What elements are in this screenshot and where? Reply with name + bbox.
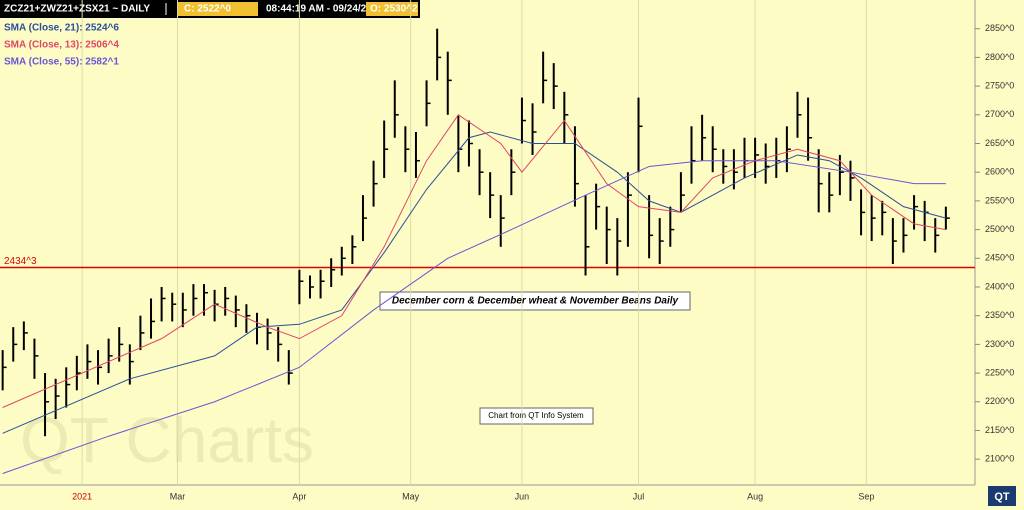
y-tick-label: 2700^0 bbox=[985, 109, 1014, 119]
sma-line bbox=[2, 114, 946, 408]
watermark: QT Charts bbox=[20, 404, 314, 476]
header-box bbox=[178, 2, 258, 16]
y-tick-label: 2250^0 bbox=[985, 367, 1014, 377]
x-tick-label: Sep bbox=[858, 491, 874, 501]
header-time: 08:44:19 AM - 09/24/21 bbox=[266, 4, 372, 15]
y-tick-label: 2400^0 bbox=[985, 281, 1014, 291]
legend-entry: SMA (Close, 55): 2582^1 bbox=[4, 57, 119, 68]
x-tick-label: Aug bbox=[747, 491, 763, 501]
x-tick-label: Jun bbox=[515, 491, 530, 501]
sma-line bbox=[2, 160, 946, 474]
y-tick-label: 2500^0 bbox=[985, 224, 1014, 234]
annotation: December corn & December wheat & Novembe… bbox=[392, 296, 679, 307]
y-tick-label: 2200^0 bbox=[985, 396, 1014, 406]
x-tick-label: Mar bbox=[170, 491, 186, 501]
header-title: ZCZ21+ZWZ21+ZSX21 ~ DAILY bbox=[4, 4, 150, 15]
y-tick-label: 2650^0 bbox=[985, 138, 1014, 148]
y-tick-label: 2800^0 bbox=[985, 52, 1014, 62]
y-tick-label: 2550^0 bbox=[985, 195, 1014, 205]
y-tick-label: 2150^0 bbox=[985, 425, 1014, 435]
y-tick-label: 2350^0 bbox=[985, 310, 1014, 320]
sma-line bbox=[2, 131, 946, 434]
y-tick-label: 2300^0 bbox=[985, 339, 1014, 349]
legend-entry: SMA (Close, 21): 2524^6 bbox=[4, 23, 119, 34]
header-box bbox=[366, 2, 418, 16]
annotation-box bbox=[379, 291, 691, 311]
annotation: Chart from QT Info System bbox=[488, 411, 584, 420]
x-tick-label: Jul bbox=[633, 491, 645, 501]
reference-label: 2434^3 bbox=[4, 256, 37, 267]
y-tick-label: 2100^0 bbox=[985, 454, 1014, 464]
y-tick-label: 2600^0 bbox=[985, 167, 1014, 177]
header-open: O: 2530^2 bbox=[370, 4, 418, 15]
logo: QT bbox=[994, 491, 1010, 503]
annotation-box bbox=[479, 407, 594, 425]
logo-box bbox=[988, 486, 1016, 506]
y-tick-label: 2850^0 bbox=[985, 23, 1014, 33]
header-close: C: 2522^0 bbox=[184, 4, 231, 15]
x-tick-label: May bbox=[402, 491, 420, 501]
y-tick-label: 2750^0 bbox=[985, 80, 1014, 90]
y-tick-label: 2450^0 bbox=[985, 253, 1014, 263]
x-tick-label: Apr bbox=[292, 491, 306, 501]
legend-entry: SMA (Close, 13): 2506^4 bbox=[4, 40, 119, 51]
x-tick-label: 2021 bbox=[72, 491, 92, 501]
